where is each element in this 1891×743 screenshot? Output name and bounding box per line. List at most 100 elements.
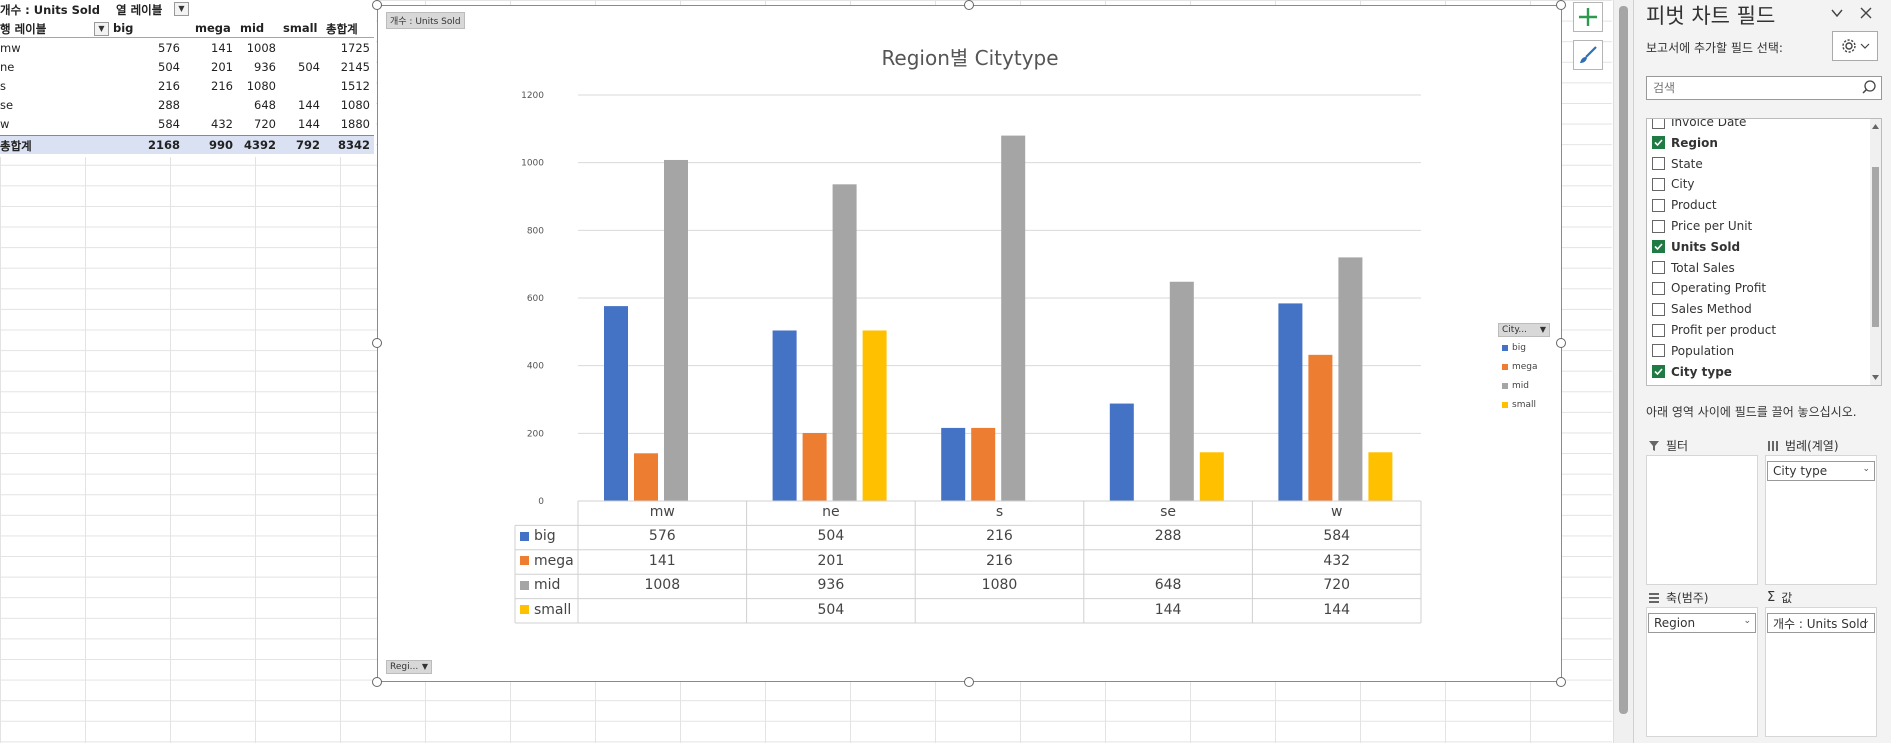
field-item[interactable]: Operating Profit bbox=[1652, 279, 1766, 297]
legend-drop-area[interactable]: City type ⌄ bbox=[1765, 455, 1877, 585]
scroll-up-icon[interactable] bbox=[1870, 121, 1881, 131]
chevron-down-icon[interactable] bbox=[1830, 6, 1844, 24]
chevron-down-icon[interactable]: ⌄ bbox=[1862, 616, 1870, 626]
bar-small-w[interactable] bbox=[1368, 452, 1393, 501]
bar-mid-s[interactable] bbox=[1001, 135, 1026, 501]
resize-handle[interactable] bbox=[372, 338, 382, 348]
bar-mid-mw[interactable] bbox=[664, 159, 688, 501]
field-checkbox[interactable] bbox=[1652, 365, 1665, 379]
worksheet-vertical-scrollbar[interactable] bbox=[1613, 0, 1633, 743]
bar-mega-s[interactable] bbox=[971, 427, 996, 501]
resize-handle[interactable] bbox=[372, 0, 382, 10]
legend-entry[interactable]: mid bbox=[1502, 381, 1529, 391]
field-item[interactable]: Population bbox=[1652, 342, 1734, 360]
scroll-down-icon[interactable] bbox=[1870, 373, 1881, 383]
field-list[interactable]: Invoice Date Region State City Product Price … bbox=[1646, 118, 1882, 386]
field-checkbox[interactable] bbox=[1652, 281, 1665, 295]
field-checkbox[interactable] bbox=[1652, 344, 1665, 358]
field-item[interactable]: City bbox=[1652, 175, 1695, 193]
chart-elements-button[interactable] bbox=[1573, 2, 1603, 32]
pivot-grand-total-row[interactable]: 총합계 2168 990 4392 792 8342 bbox=[0, 135, 374, 154]
bar-mega-ne[interactable] bbox=[802, 432, 827, 501]
bar-mid-se[interactable] bbox=[1169, 281, 1194, 501]
field-item[interactable]: Product bbox=[1652, 196, 1717, 214]
axis-field-button[interactable]: Regi... ▼ bbox=[386, 660, 432, 674]
search-icon[interactable] bbox=[1861, 79, 1877, 99]
field-checkbox[interactable] bbox=[1652, 240, 1665, 254]
bar-small-ne[interactable] bbox=[862, 330, 887, 501]
bar-big-se[interactable] bbox=[1109, 403, 1134, 501]
pivot-col-label: 열 레이블 bbox=[116, 3, 163, 17]
field-checkbox[interactable] bbox=[1652, 177, 1665, 191]
pivot-data-row[interactable]: w 584 432 720 144 1880 bbox=[0, 115, 374, 134]
field-item[interactable]: Units Sold bbox=[1652, 238, 1740, 256]
pivot-table-area bbox=[0, 0, 376, 157]
bar-big-w[interactable] bbox=[1278, 303, 1303, 501]
values-drop-area[interactable]: 개수 : Units Sold ⌄ bbox=[1765, 607, 1877, 737]
chevron-down-icon[interactable]: ⌄ bbox=[1743, 616, 1751, 626]
legend-field-chip[interactable]: City type ⌄ bbox=[1767, 461, 1875, 481]
legend-entry[interactable]: mega bbox=[1502, 362, 1538, 372]
bar-small-se[interactable] bbox=[1199, 452, 1224, 501]
field-item[interactable]: Invoice Date bbox=[1652, 119, 1746, 131]
field-checkbox[interactable] bbox=[1652, 219, 1665, 233]
field-item[interactable]: City type bbox=[1652, 363, 1732, 381]
chart-styles-button[interactable] bbox=[1573, 40, 1603, 70]
field-checkbox[interactable] bbox=[1652, 198, 1665, 212]
pivot-chart[interactable]: Region별 Citytype 0 200 400 600 800 1000 1200 개수… bbox=[377, 5, 1562, 682]
field-search-input[interactable] bbox=[1647, 77, 1847, 99]
resize-handle[interactable] bbox=[372, 677, 382, 687]
field-search-box[interactable] bbox=[1646, 76, 1882, 100]
resize-handle[interactable] bbox=[1556, 0, 1566, 10]
field-checkbox[interactable] bbox=[1652, 261, 1665, 275]
axis-field-chip[interactable]: Region ⌄ bbox=[1648, 613, 1756, 633]
field-item[interactable]: Profit per product bbox=[1652, 321, 1776, 339]
bar-big-mw[interactable] bbox=[604, 306, 628, 501]
field-checkbox[interactable] bbox=[1652, 157, 1665, 171]
field-item[interactable]: Sales Method bbox=[1652, 300, 1752, 318]
chevron-down-icon[interactable]: ⌄ bbox=[1862, 464, 1870, 474]
field-checkbox[interactable] bbox=[1652, 302, 1665, 316]
legend-entry[interactable]: small bbox=[1502, 400, 1536, 410]
pivot-data-row[interactable]: ne 504 201 936 504 2145 bbox=[0, 58, 374, 77]
bar-big-ne[interactable] bbox=[772, 330, 797, 501]
values-field-chip[interactable]: 개수 : Units Sold ⌄ bbox=[1767, 613, 1875, 633]
field-item[interactable]: State bbox=[1652, 155, 1703, 173]
bar-mega-w[interactable] bbox=[1308, 354, 1333, 501]
pivot-value-cell: 1880 bbox=[340, 117, 370, 131]
y-tick-label: 600 bbox=[527, 294, 544, 304]
resize-handle[interactable] bbox=[1556, 338, 1566, 348]
bar-mega-mw[interactable] bbox=[634, 453, 658, 501]
legend-field-button[interactable]: City... ▼ bbox=[1498, 323, 1550, 337]
pivot-data-row[interactable]: se 288 648 144 1080 bbox=[0, 96, 374, 115]
pivot-row-label: 행 레이블 bbox=[0, 22, 47, 36]
col-label-filter-button[interactable]: ▼ bbox=[174, 2, 189, 16]
field-checkbox[interactable] bbox=[1652, 136, 1665, 150]
field-label: Operating Profit bbox=[1671, 281, 1767, 296]
axis-drop-area[interactable]: Region ⌄ bbox=[1646, 607, 1758, 737]
field-item[interactable]: Price per Unit bbox=[1652, 217, 1752, 235]
pane-settings-button[interactable] bbox=[1832, 31, 1878, 61]
row-label-filter-button[interactable]: ▼ bbox=[94, 22, 109, 36]
bar-big-s[interactable] bbox=[941, 427, 966, 501]
field-list-scroll-thumb[interactable] bbox=[1872, 167, 1879, 327]
field-item[interactable]: Region bbox=[1652, 134, 1718, 152]
y-tick-label: 0 bbox=[538, 497, 544, 507]
pivot-data-row[interactable]: mw 576 141 1008 1725 bbox=[0, 39, 374, 58]
close-icon[interactable] bbox=[1859, 6, 1873, 24]
resize-handle[interactable] bbox=[1556, 677, 1566, 687]
bar-mid-ne[interactable] bbox=[832, 184, 857, 501]
chart-title[interactable]: Region별 Citytype bbox=[881, 46, 1058, 70]
legend-entry[interactable]: big bbox=[1502, 343, 1526, 353]
field-checkbox[interactable] bbox=[1652, 119, 1665, 129]
filter-drop-area[interactable] bbox=[1646, 455, 1758, 585]
resize-handle[interactable] bbox=[964, 0, 974, 10]
field-checkbox[interactable] bbox=[1652, 323, 1665, 337]
value-field-button[interactable]: 개수 : Units Sold bbox=[386, 12, 465, 29]
scrollbar-thumb[interactable] bbox=[1619, 6, 1628, 714]
resize-handle[interactable] bbox=[964, 677, 974, 687]
field-item[interactable]: Total Sales bbox=[1652, 259, 1735, 277]
bar-mid-w[interactable] bbox=[1338, 257, 1363, 501]
field-list-scrollbar[interactable] bbox=[1870, 119, 1881, 385]
pivot-data-row[interactable]: s 216 216 1080 1512 bbox=[0, 77, 374, 96]
